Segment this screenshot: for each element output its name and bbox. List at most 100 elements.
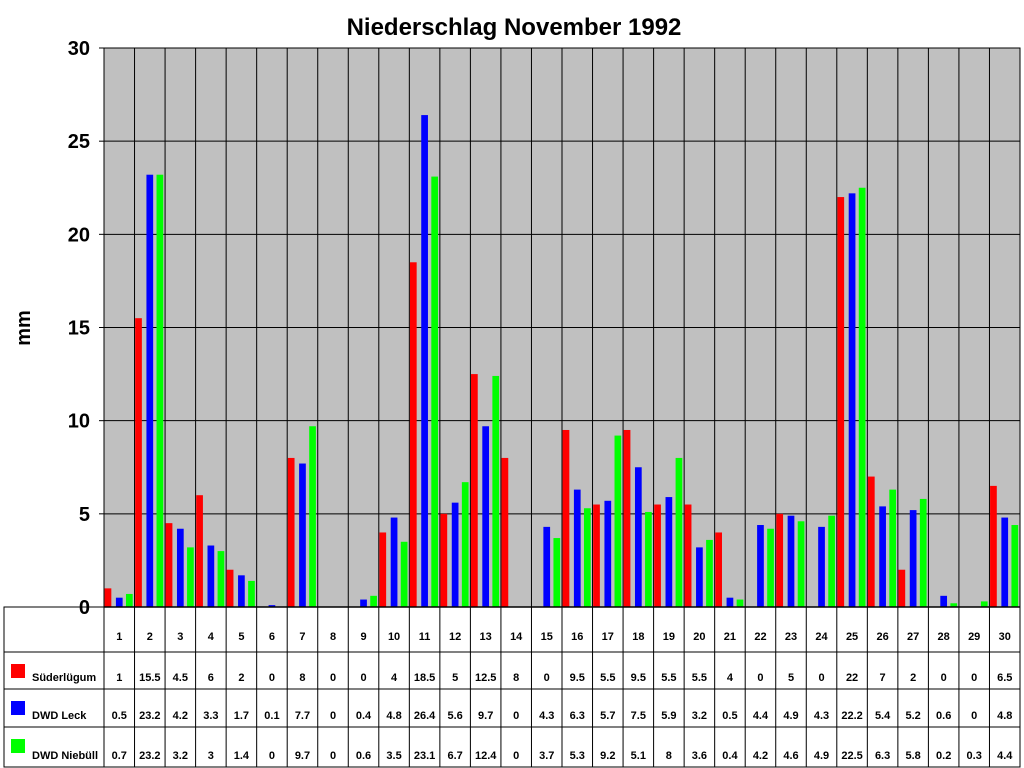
data-label: 3.6	[692, 750, 707, 762]
x-tick-label: 13	[480, 631, 492, 643]
bar-2	[736, 599, 744, 607]
bar-2	[553, 538, 561, 607]
x-tick-label: 24	[815, 631, 828, 643]
x-tick-label: 9	[360, 631, 366, 643]
data-label: 2	[238, 672, 244, 684]
data-label: 23.2	[139, 750, 160, 762]
x-tick-label: 8	[330, 631, 336, 643]
bar-1	[848, 193, 856, 607]
data-label: 0	[757, 672, 763, 684]
x-tick-label: 12	[449, 631, 461, 643]
bar-2	[217, 551, 225, 607]
data-label: 4.8	[386, 710, 401, 722]
bar-1	[879, 506, 886, 607]
bar-0	[776, 513, 784, 607]
data-table: 1 2 3 4 5 6 7 8 9 10 11 12 13 14 15 16 17 18 19 20 21 22 23 24 2…	[3, 606, 1021, 768]
data-label: 9.5	[631, 672, 646, 684]
data-label: 0.3	[967, 750, 982, 762]
bar-1	[665, 497, 673, 607]
data-label: 5.6	[447, 710, 462, 722]
data-label: 4.2	[173, 710, 188, 722]
data-label: 4.3	[814, 710, 829, 722]
data-label: 22	[846, 672, 858, 684]
bar-1	[451, 502, 459, 607]
data-label: 15.5	[139, 672, 160, 684]
data-label: 9.7	[478, 710, 493, 722]
x-tick-label: 22	[754, 631, 766, 643]
bar-0	[623, 429, 631, 607]
data-label: 4.2	[753, 750, 768, 762]
data-label: 0.4	[356, 710, 372, 722]
data-label: 0	[269, 750, 275, 762]
data-label: 22.5	[841, 750, 862, 762]
data-label: 0	[818, 672, 824, 684]
data-label: 0.4	[722, 750, 738, 762]
x-tick-label: 16	[571, 631, 583, 643]
bar-1	[634, 467, 642, 607]
data-label: 5.9	[661, 710, 676, 722]
data-label: 4.4	[997, 750, 1013, 762]
data-label: 0	[330, 672, 336, 684]
data-label: 1.7	[234, 710, 249, 722]
x-tick-label: 26	[876, 631, 888, 643]
data-label: 8	[513, 672, 519, 684]
chart-title: Niederschlag November 1992	[347, 14, 682, 41]
data-label: 5	[452, 672, 458, 684]
legend-swatch-1	[11, 701, 25, 715]
bar-2	[919, 498, 927, 607]
data-label: 0.5	[112, 710, 127, 722]
x-tick-label: 6	[269, 631, 275, 643]
bar-2	[797, 521, 805, 607]
data-label: 4.6	[783, 750, 798, 762]
bar-2	[675, 457, 683, 607]
bar-1	[390, 517, 398, 607]
bar-0	[684, 504, 692, 607]
y-tick-label: 10	[68, 411, 90, 433]
data-label: 5.1	[631, 750, 646, 762]
data-label: 6	[208, 672, 214, 684]
data-label: 5.5	[661, 672, 676, 684]
x-tick-label: 1	[116, 631, 122, 643]
x-tick-label: 29	[968, 631, 980, 643]
data-label: 23.2	[139, 710, 160, 722]
data-label: 0.2	[936, 750, 951, 762]
bar-1	[726, 597, 734, 607]
data-label: 4.4	[753, 710, 769, 722]
data-label: 4	[727, 672, 734, 684]
bar-2	[858, 187, 866, 607]
data-label: 8	[299, 672, 305, 684]
y-axis-label: mm	[13, 310, 35, 346]
data-label: 12.5	[475, 672, 496, 684]
x-tick-label: 15	[541, 631, 553, 643]
bar-2	[309, 426, 316, 607]
data-label: 0	[544, 672, 550, 684]
y-tick-label: 30	[68, 38, 90, 60]
data-label: 22.2	[841, 710, 862, 722]
data-label: 0	[360, 672, 366, 684]
data-label: 1.4	[234, 750, 250, 762]
bar-0	[898, 569, 906, 607]
data-label: 7.7	[295, 710, 310, 722]
x-tick-label: 2	[147, 631, 153, 643]
bar-2	[1011, 525, 1019, 607]
x-tick-label: 19	[663, 631, 675, 643]
data-label: 18.5	[414, 672, 435, 684]
bar-1	[207, 545, 215, 607]
data-label: 0	[941, 672, 947, 684]
legend-entry-2: DWD Niebüll	[32, 750, 98, 762]
data-label: 26.4	[414, 710, 436, 722]
bar-0	[654, 504, 661, 607]
x-tick-label: 30	[999, 631, 1011, 643]
bar-2	[614, 435, 622, 607]
data-label: 0.6	[936, 710, 951, 722]
data-label: 6.3	[875, 750, 890, 762]
bar-2	[828, 515, 835, 607]
data-label: 4.8	[997, 710, 1012, 722]
data-label: 4.9	[783, 710, 798, 722]
data-label: 5.8	[905, 750, 920, 762]
data-label: 5.7	[600, 710, 615, 722]
plot-area: 0 5 10 15 20 25 30	[68, 38, 1021, 619]
bar-1	[176, 528, 184, 607]
bar-2	[980, 601, 988, 607]
bar-1	[543, 526, 551, 607]
